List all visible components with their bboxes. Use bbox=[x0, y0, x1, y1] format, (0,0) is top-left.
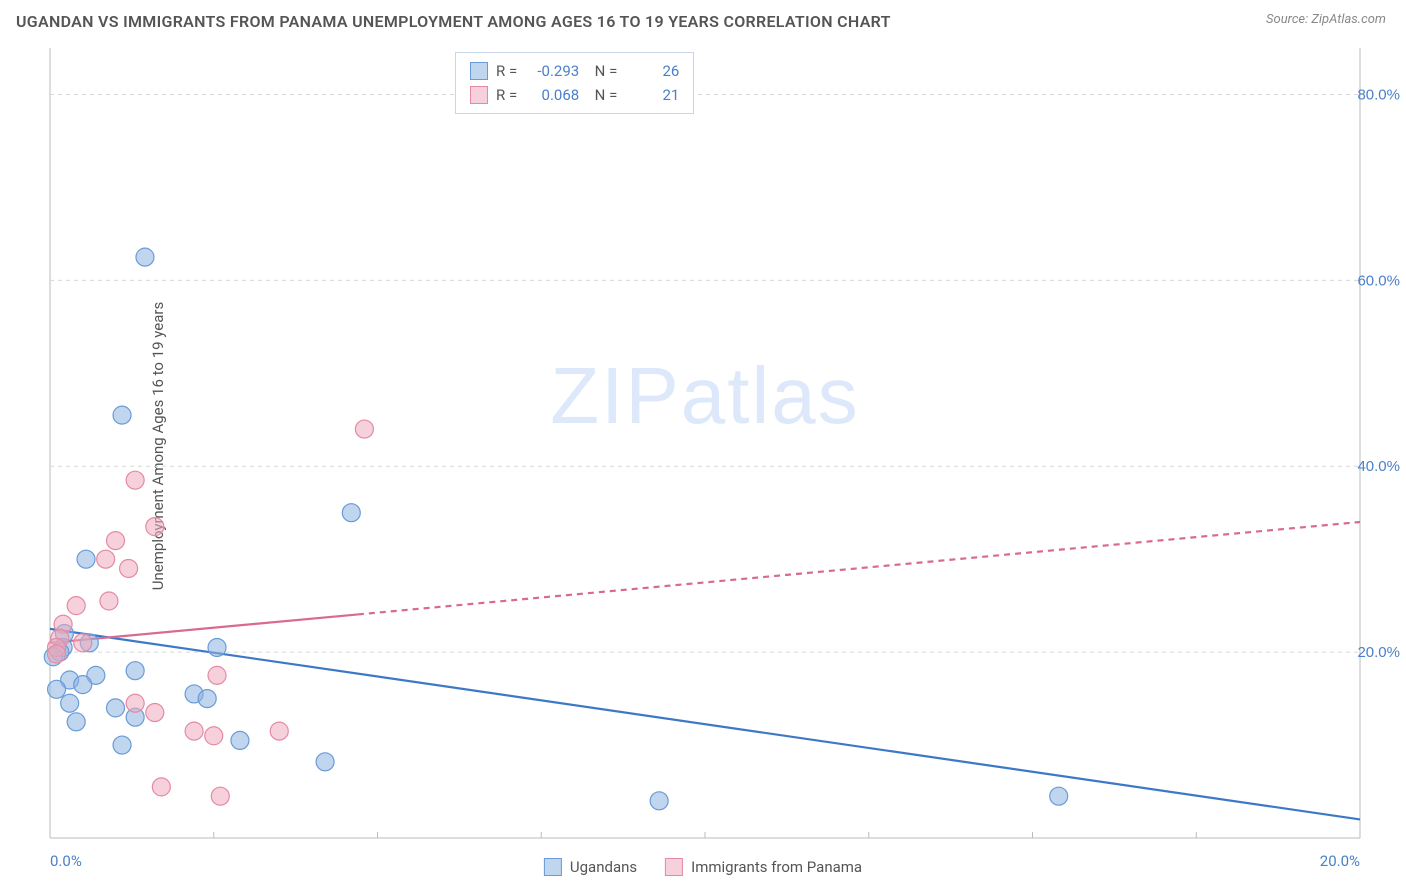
stats-legend: R = -0.293 N = 26 R = 0.068 N = 21 bbox=[455, 52, 694, 114]
stat-label: R = bbox=[496, 86, 517, 104]
source-label: Source: ZipAtlas.com bbox=[1266, 12, 1386, 27]
stat-label: R = bbox=[496, 62, 517, 80]
stat-n-value: 21 bbox=[625, 86, 679, 104]
chart-title: UGANDAN VS IMMIGRANTS FROM PANAMA UNEMPL… bbox=[16, 12, 891, 31]
svg-text:60.0%: 60.0% bbox=[1357, 272, 1400, 289]
header: UGANDAN VS IMMIGRANTS FROM PANAMA UNEMPL… bbox=[0, 0, 1406, 39]
stat-label: N = bbox=[587, 86, 617, 104]
stats-row: R = 0.068 N = 21 bbox=[470, 83, 679, 107]
svg-text:20.0%: 20.0% bbox=[1357, 644, 1400, 661]
swatch-icon bbox=[665, 858, 683, 876]
x-origin-label: 0.0% bbox=[50, 852, 82, 870]
swatch-icon bbox=[470, 86, 488, 104]
stat-r-value: 0.068 bbox=[525, 86, 579, 104]
swatch-icon bbox=[470, 62, 488, 80]
legend-item: Ugandans bbox=[544, 858, 637, 876]
chart-area: 20.0%40.0%60.0%80.0% ZIPatlas bbox=[50, 48, 1360, 838]
stat-r-value: -0.293 bbox=[525, 62, 579, 80]
scatter-chart: 20.0%40.0%60.0%80.0% bbox=[50, 48, 1360, 838]
x-max-label: 20.0% bbox=[1320, 852, 1360, 870]
stat-label: N = bbox=[587, 62, 617, 80]
stats-row: R = -0.293 N = 26 bbox=[470, 59, 679, 83]
svg-text:80.0%: 80.0% bbox=[1357, 86, 1400, 103]
legend-label: Ugandans bbox=[570, 858, 637, 876]
stat-n-value: 26 bbox=[625, 62, 679, 80]
legend-label: Immigrants from Panama bbox=[691, 858, 862, 876]
legend-item: Immigrants from Panama bbox=[665, 858, 862, 876]
swatch-icon bbox=[544, 858, 562, 876]
svg-text:40.0%: 40.0% bbox=[1357, 458, 1400, 475]
bottom-legend: Ugandans Immigrants from Panama bbox=[544, 858, 862, 876]
